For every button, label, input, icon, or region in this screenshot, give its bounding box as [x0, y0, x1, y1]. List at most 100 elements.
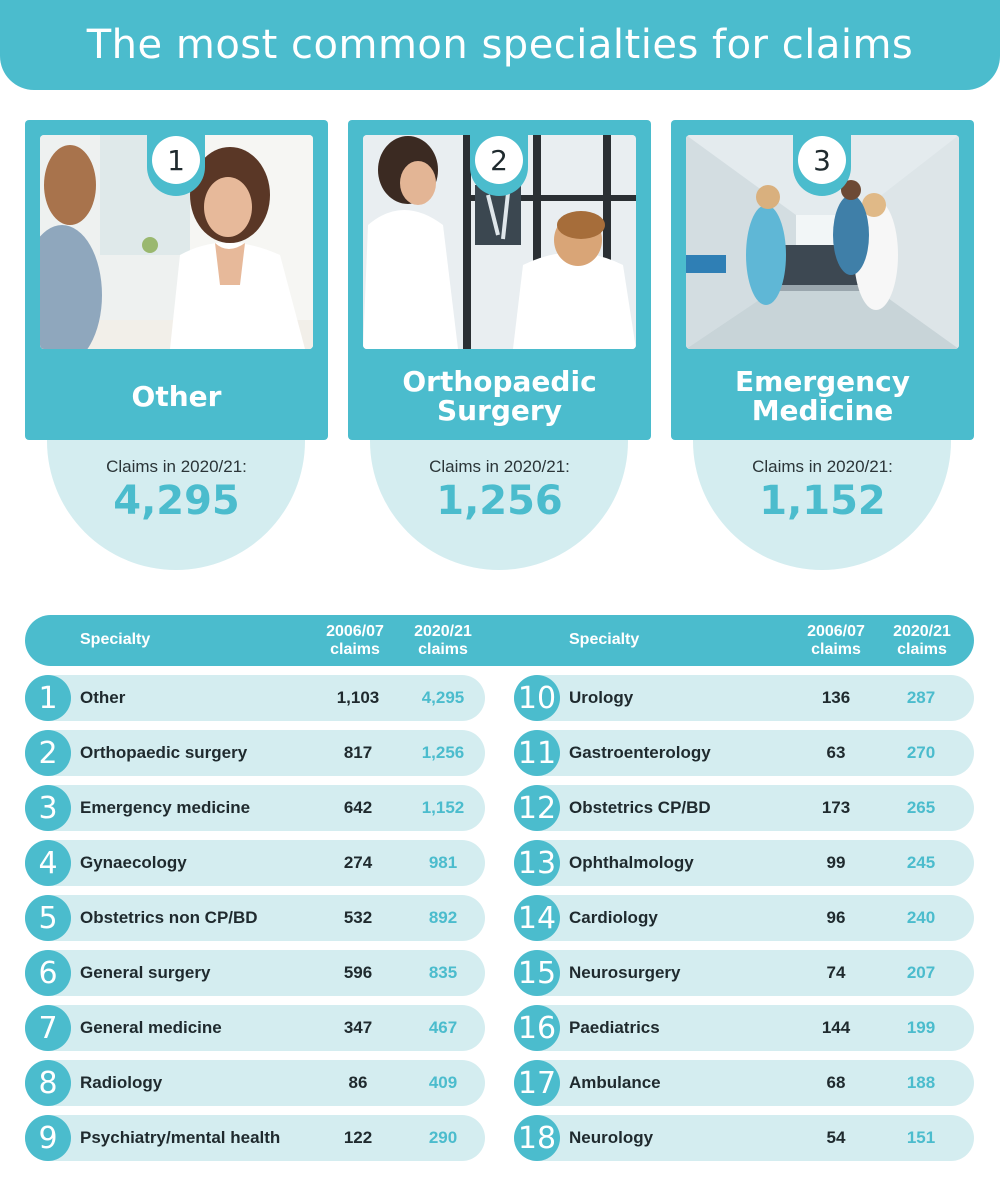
header-2020-right: 2020/21 claims [882, 623, 962, 659]
card-panel: 3 Emergency Medicine [671, 120, 974, 440]
top-card-1: 1 Other Claims in 2020/21: 4,295 [25, 120, 328, 572]
claims-2020-value: 199 [906, 1018, 936, 1037]
specialty-name: Ambulance [569, 1073, 661, 1092]
specialty-name: Paediatrics [569, 1018, 660, 1037]
claims-2006-value: 642 [343, 798, 373, 817]
specialty-name: Obstetrics CP/BD [569, 798, 711, 817]
claims-2020-value: 240 [906, 908, 936, 927]
claims-2006-value: 99 [826, 853, 846, 872]
rank-number: 16 [514, 1005, 560, 1051]
header-2006-line1: 2006/07 [326, 623, 384, 640]
row-background [25, 675, 485, 721]
table-row: 4 Gynaecology 274 981 [25, 840, 485, 886]
claims-2020-value: 409 [428, 1073, 458, 1092]
title-banner: The most common specialties for claims [0, 0, 1000, 90]
header-2006-line1: 2006/07 [807, 623, 865, 640]
row-background [25, 730, 485, 776]
rank-number: 6 [25, 950, 71, 996]
row-background [514, 1005, 974, 1051]
table-row: 11 Gastroenterology 63 270 [514, 730, 974, 776]
table-row: 6 General surgery 596 835 [25, 950, 485, 996]
rank-number: 7 [25, 1005, 71, 1051]
specialty-name: General surgery [80, 963, 211, 982]
header-2006-line2: claims [811, 641, 861, 658]
claims-2020-value: 290 [428, 1128, 458, 1147]
rank-number: 13 [514, 840, 560, 886]
header-specialty-left: Specialty [80, 631, 151, 648]
claims-2020-value: 1,256 [421, 743, 465, 762]
table-row: 12 Obstetrics CP/BD 173 265 [514, 785, 974, 831]
header-2020-line1: 2020/21 [414, 623, 472, 640]
claims-2006-value: 596 [343, 963, 373, 982]
claims-2020-value: 4,295 [421, 688, 465, 707]
header-specialty-right: Specialty [569, 631, 640, 648]
claims-2020-value: 287 [906, 688, 936, 707]
table-row: 1 Other 1,103 4,295 [25, 675, 485, 721]
claims-2006-value: 274 [343, 853, 373, 872]
claims-2020-value: 892 [428, 908, 458, 927]
row-background [514, 785, 974, 831]
rank-number: 1 [25, 675, 71, 721]
rank-number: 4 [25, 840, 71, 886]
table-header: Specialty 2006/07 claims 2020/21 claims … [25, 615, 974, 666]
claims-2020-value: 245 [906, 853, 936, 872]
specialty-name: General medicine [80, 1018, 222, 1037]
row-background [514, 895, 974, 941]
specialty-name: Ophthalmology [569, 853, 694, 872]
hospital-corridor-photo [686, 135, 959, 349]
card-title: Orthopaedic Surgery [402, 365, 597, 427]
xray-review-photo [363, 135, 636, 349]
row-background [25, 1060, 485, 1106]
claims-value: 1,152 [759, 478, 886, 524]
rank-number: 17 [514, 1060, 560, 1106]
rank-number: 1 [152, 136, 200, 184]
table-row: 5 Obstetrics non CP/BD 532 892 [25, 895, 485, 941]
header-2020-line2: claims [897, 641, 947, 658]
row-background [25, 785, 485, 831]
table-row: 8 Radiology 86 409 [25, 1060, 485, 1106]
rank-number: 2 [475, 136, 523, 184]
claims-2006-value: 144 [821, 1018, 851, 1037]
row-background [514, 1060, 974, 1106]
claims-2020-value: 1,152 [421, 798, 465, 817]
claims-2006-value: 173 [821, 798, 851, 817]
claims-2020-value: 265 [906, 798, 936, 817]
row-background [25, 895, 485, 941]
card-title: Other [131, 379, 222, 413]
claims-2006-value: 817 [343, 743, 373, 762]
claims-2006-value: 347 [343, 1018, 373, 1037]
table-row: 10 Urology 136 287 [514, 675, 974, 721]
doctor-consultation-photo [40, 135, 313, 349]
rank-number: 3 [798, 136, 846, 184]
rank-number: 8 [25, 1060, 71, 1106]
header-2020-left: 2020/21 claims [403, 623, 483, 659]
specialty-name: Radiology [80, 1073, 163, 1092]
table-row: 17 Ambulance 68 188 [514, 1060, 974, 1106]
claims-2006-value: 532 [343, 908, 373, 927]
card-panel: 2 Orthopaedic Surgery [348, 120, 651, 440]
table-row: 14 Cardiology 96 240 [514, 895, 974, 941]
rank-badge: 1 [147, 120, 205, 196]
card-title: Emergency Medicine [735, 365, 910, 427]
table-row: 13 Ophthalmology 99 245 [514, 840, 974, 886]
specialty-name: Orthopaedic surgery [80, 743, 248, 762]
rank-badge: 3 [793, 120, 851, 196]
rank-number: 12 [514, 785, 560, 831]
row-background [25, 1005, 485, 1051]
table-row: 15 Neurosurgery 74 207 [514, 950, 974, 996]
card-panel: 1 Other [25, 120, 328, 440]
claims-2006-value: 63 [826, 743, 846, 762]
claims-2006-value: 68 [826, 1073, 846, 1092]
claims-2006-value: 96 [826, 908, 846, 927]
claims-2020-value: 188 [906, 1073, 936, 1092]
specialty-name: Other [80, 688, 126, 707]
rank-badge: 2 [470, 120, 528, 196]
rank-number: 15 [514, 950, 560, 996]
row-background [514, 840, 974, 886]
claims-2006-value: 74 [826, 963, 846, 982]
specialty-name: Gynaecology [80, 853, 187, 872]
top-card-3: 3 Emergency Medicine Claims in 2020/21: … [671, 120, 974, 572]
rank-number: 9 [25, 1115, 71, 1161]
specialty-name: Obstetrics non CP/BD [80, 908, 258, 927]
specialty-name: Neurology [569, 1128, 654, 1147]
